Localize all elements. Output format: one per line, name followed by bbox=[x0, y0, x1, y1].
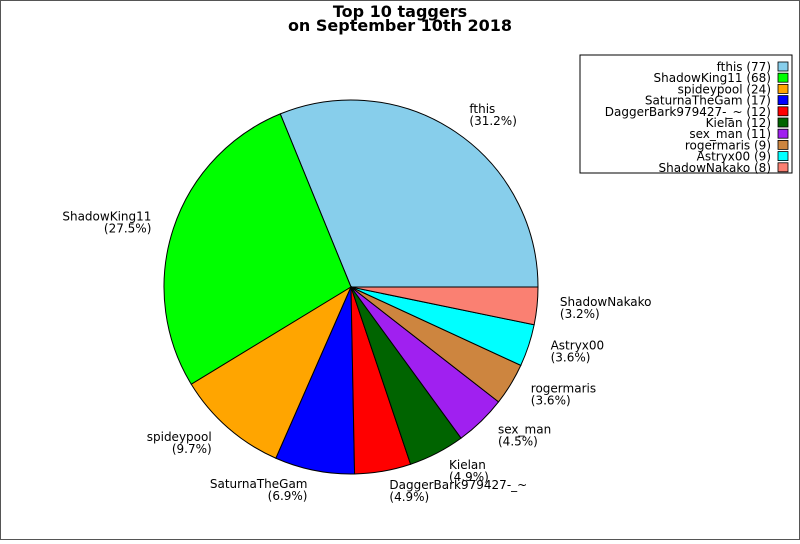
slice-label-percent: (4.5%) bbox=[498, 435, 538, 449]
slice-label-percent: (4.9%) bbox=[389, 490, 429, 504]
slice-label-name: ShadowKing11 bbox=[62, 209, 151, 223]
slice-label-name: sex_man bbox=[498, 423, 551, 437]
slice-label-percent: (3.6%) bbox=[531, 394, 571, 408]
legend: fthis (77)ShadowKing11 (68)spideypool (2… bbox=[579, 54, 793, 175]
slice-label-percent: (4.9%) bbox=[449, 470, 489, 484]
pie-slice-shadowking11 bbox=[163, 113, 352, 385]
legend-swatch bbox=[777, 128, 789, 139]
pie-slice-spideypool bbox=[190, 285, 353, 459]
slice-label-name: Astryx00 bbox=[551, 339, 605, 353]
slice-label-name: spideypool bbox=[147, 430, 212, 444]
legend-swatch bbox=[777, 61, 789, 72]
slice-label-percent: (3.2%) bbox=[560, 307, 600, 321]
legend-swatch bbox=[777, 106, 789, 117]
slice-label-name: DaggerBark979427-_~ bbox=[389, 478, 527, 492]
slice-label-percent: (9.7%) bbox=[172, 442, 212, 456]
pie-slices bbox=[163, 99, 539, 475]
pie-slice-shadownakako bbox=[350, 286, 539, 326]
legend-box bbox=[579, 54, 793, 174]
legend-label: ShadowKing11 (68) bbox=[654, 71, 772, 85]
chart-subtitle: on September 10th 2018 bbox=[288, 16, 512, 35]
legend-swatch bbox=[777, 139, 789, 150]
legend-label: ShadowNakako (8) bbox=[659, 161, 771, 175]
slice-label-name: SaturnaTheGam bbox=[210, 477, 308, 491]
slice-label-percent: (31.2%) bbox=[469, 114, 516, 128]
legend-label: SaturnaTheGam (17) bbox=[645, 94, 771, 108]
legend-label: DaggerBark979427-_~ (12) bbox=[605, 105, 771, 119]
legend-swatch bbox=[777, 84, 789, 94]
legend-label: rogermaris (9) bbox=[685, 138, 771, 152]
legend-swatch bbox=[777, 72, 789, 83]
legend-swatch bbox=[777, 117, 789, 128]
slice-label-name: ShadowNakako bbox=[560, 295, 652, 309]
slice-label-name: rogermaris bbox=[531, 382, 596, 396]
slice-label-percent: (3.6%) bbox=[551, 351, 591, 365]
legend-items: fthis (77)ShadowKing11 (68)spideypool (2… bbox=[605, 60, 789, 175]
slice-label-percent: (27.5%) bbox=[104, 221, 151, 235]
slice-label-percent: (6.9%) bbox=[268, 489, 308, 503]
pie-slice-fthis bbox=[279, 99, 539, 288]
legend-label: spideypool (24) bbox=[678, 82, 771, 96]
legend-label: fthis (77) bbox=[717, 60, 771, 74]
legend-label: sex_man (11) bbox=[689, 127, 771, 141]
slice-label-name: Kielan bbox=[449, 458, 486, 472]
legend-swatch bbox=[777, 162, 789, 173]
slice-labels: fthis(31.2%) ShadowKing11(27.5%) spideypoo… bbox=[62, 102, 651, 504]
legend-label: Kielan (12) bbox=[706, 116, 771, 130]
legend-swatch bbox=[777, 95, 789, 105]
chart-title: Top 10 taggers bbox=[333, 2, 467, 21]
legend-label: Astryx00 (9) bbox=[697, 150, 771, 164]
slice-label-name: fthis bbox=[469, 102, 495, 116]
legend-swatch bbox=[777, 151, 789, 162]
